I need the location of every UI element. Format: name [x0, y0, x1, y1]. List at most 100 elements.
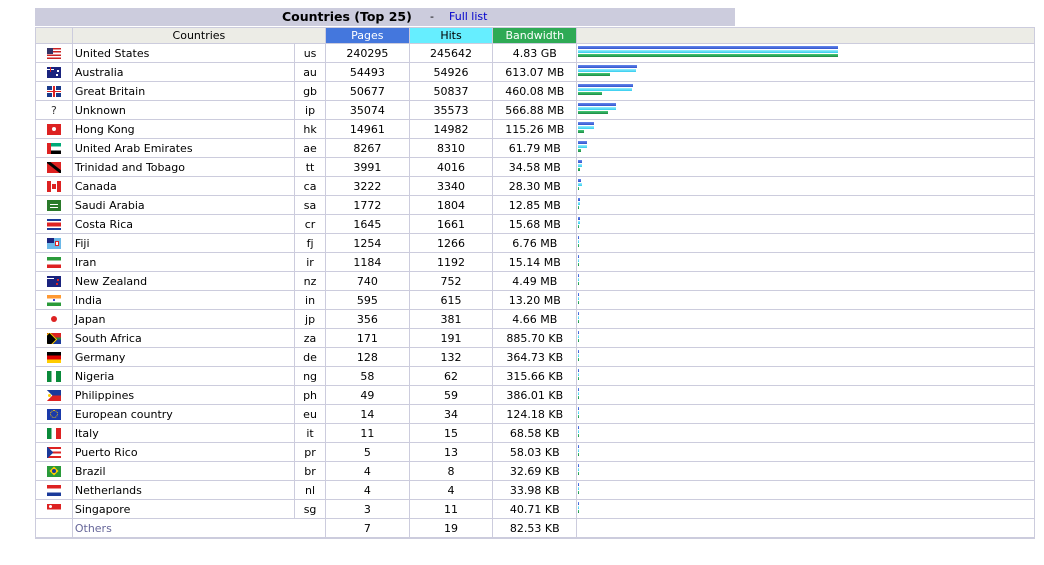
za-flag-icon — [46, 333, 61, 344]
pages-bar — [578, 84, 634, 87]
pages-bar — [578, 160, 583, 163]
bandwidth-bar — [578, 339, 580, 342]
hits-bar — [578, 88, 633, 91]
pages-value: 3991 — [325, 157, 410, 177]
table-row: Fiji fj 1254 1266 6.76 MB — [36, 233, 1034, 253]
table-row: Nigeria ng 58 62 315.66 KB — [36, 366, 1034, 386]
hits-value: 50837 — [409, 81, 494, 101]
country-code: sa — [294, 195, 326, 215]
header-bandwidth: Bandwidth — [492, 28, 578, 44]
table-row: South Africa za 171 191 885.70 KB — [36, 328, 1034, 348]
bar-graph-cell — [576, 480, 1034, 500]
bandwidth-bar — [578, 377, 580, 380]
country-code: za — [294, 328, 326, 348]
table-row: Singapore sg 3 11 40.71 KB — [36, 499, 1034, 519]
bar-graph-cell — [576, 176, 1034, 196]
country-name: South Africa — [72, 328, 296, 348]
hits-bar — [578, 183, 583, 186]
bar-graph-cell — [576, 404, 1034, 424]
bandwidth-bar — [578, 472, 580, 475]
pages-value: 1772 — [325, 195, 410, 215]
table-row: Puerto Rico pr 5 13 58.03 KB — [36, 442, 1034, 462]
table-row: Iran ir 1184 1192 15.14 MB — [36, 252, 1034, 272]
section-title-bar: Countries (Top 25) - Full list — [35, 8, 735, 26]
country-name: Brazil — [72, 461, 296, 481]
bandwidth-bar — [578, 244, 580, 247]
pages-value: 171 — [325, 328, 410, 348]
hits-bar — [578, 202, 581, 205]
sa-flag-icon — [46, 200, 61, 211]
flag-cell — [36, 81, 73, 101]
pages-bar — [578, 255, 580, 258]
hits-bar — [578, 354, 580, 357]
ir-flag-icon — [46, 257, 61, 268]
bandwidth-value: 460.08 MB — [492, 81, 578, 101]
in-flag-icon — [46, 295, 61, 306]
pages-value: 4 — [325, 461, 410, 481]
country-name: Fiji — [72, 233, 296, 253]
hits-bar — [578, 506, 580, 509]
bar-graph-cell — [576, 252, 1034, 272]
bandwidth-bar — [578, 301, 580, 304]
flag-cell — [36, 309, 73, 329]
bandwidth-bar — [578, 187, 580, 190]
country-name: United Arab Emirates — [72, 138, 296, 158]
country-code: cr — [294, 214, 326, 234]
bandwidth-value: 4.83 GB — [492, 43, 578, 63]
cr-flag-icon — [46, 219, 61, 230]
jp-flag-icon — [46, 314, 61, 325]
hits-bar — [578, 487, 580, 490]
bar-graph-cell — [576, 138, 1034, 158]
full-list-link[interactable]: Full list — [449, 10, 488, 23]
flag-cell — [36, 252, 73, 272]
table-row: Australia au 54493 54926 613.07 MB — [36, 62, 1034, 82]
hits-bar — [578, 449, 580, 452]
hits-bar — [578, 316, 580, 319]
bandwidth-value: 40.71 KB — [492, 499, 578, 519]
bandwidth-value: 115.26 MB — [492, 119, 578, 139]
hits-bar — [578, 126, 595, 129]
hits-value: 191 — [409, 328, 494, 348]
pages-value: 1254 — [325, 233, 410, 253]
pages-value: 14 — [325, 404, 410, 424]
country-name: Costa Rica — [72, 214, 296, 234]
bandwidth-bar — [578, 111, 609, 114]
title-separator: - — [430, 10, 434, 23]
bandwidth-bar — [578, 168, 581, 171]
hits-bar — [578, 69, 637, 72]
country-code: eu — [294, 404, 326, 424]
bar-graph-cell — [576, 81, 1034, 101]
country-name: Philippines — [72, 385, 296, 405]
hits-value: 13 — [409, 442, 494, 462]
bar-graph-cell — [576, 233, 1034, 253]
others-row: Others 7 19 82.53 KB — [36, 518, 1034, 538]
bar-graph-cell — [576, 100, 1034, 120]
bar-graph-cell — [576, 119, 1034, 139]
bandwidth-bar — [578, 225, 580, 228]
bandwidth-bar — [578, 320, 580, 323]
pages-bar — [578, 46, 839, 49]
country-name: Japan — [72, 309, 296, 329]
bandwidth-value: 4.49 MB — [492, 271, 578, 291]
others-label: Others — [72, 518, 326, 538]
pages-value: 1645 — [325, 214, 410, 234]
flag-cell — [36, 271, 73, 291]
header-countries: Countries — [72, 28, 326, 44]
country-code: tt — [294, 157, 326, 177]
country-code: nl — [294, 480, 326, 500]
table-row: Trinidad and Tobago tt 3991 4016 34.58 MB — [36, 157, 1034, 177]
pages-bar — [578, 217, 581, 220]
pages-bar — [578, 103, 617, 106]
pages-bar — [578, 407, 580, 410]
table-row: Hong Kong hk 14961 14982 115.26 MB — [36, 119, 1034, 139]
bar-graph-cell — [576, 157, 1034, 177]
header-hits: Hits — [409, 28, 494, 44]
bandwidth-value: 613.07 MB — [492, 62, 578, 82]
eu-flag-icon — [46, 409, 61, 420]
hits-bar — [578, 145, 588, 148]
us-flag-icon — [46, 48, 61, 59]
pages-value: 240295 — [325, 43, 410, 63]
country-code: pr — [294, 442, 326, 462]
pages-bar — [578, 179, 582, 182]
pages-bar — [578, 141, 588, 144]
